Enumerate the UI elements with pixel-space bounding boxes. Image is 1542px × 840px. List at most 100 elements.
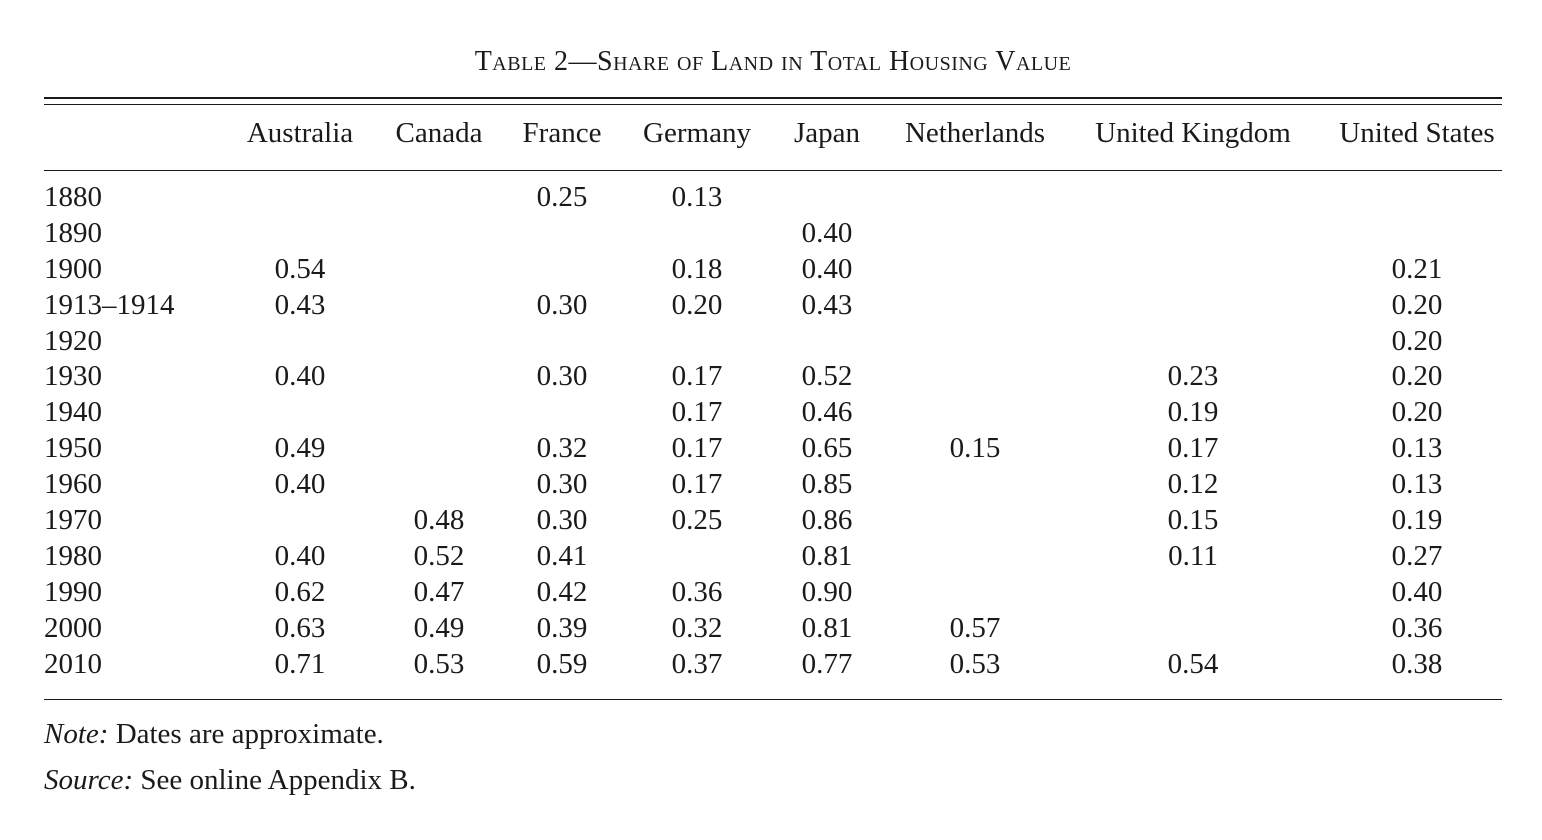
table-cell: 0.86: [801, 504, 853, 537]
table-cell: 0.20: [1391, 396, 1443, 429]
table-cell: 0.52: [413, 539, 465, 572]
table-cell: 0.11: [1168, 539, 1218, 572]
table-cell: 0.52: [801, 360, 853, 393]
table-cell: 0.17: [671, 396, 723, 429]
table-cell: 0.21: [1391, 252, 1443, 285]
row-year: 1940: [44, 396, 102, 429]
table-row: 1920 0.20: [44, 324, 1502, 360]
table-row: 1913–1914 0.43 0.30 0.20 0.43 0.20: [44, 288, 1502, 324]
row-year: 1890: [44, 216, 102, 249]
table-row: 1960 0.40 0.30 0.17 0.85 0.12 0.13: [44, 467, 1502, 503]
column-header: Australia: [246, 117, 354, 149]
bottom-rule: [44, 699, 1502, 700]
column-header: Japan: [793, 117, 861, 149]
column-header: Canada: [395, 117, 483, 149]
table-cell: 0.36: [671, 575, 723, 608]
row-year: 1913–1914: [44, 288, 175, 321]
table-cell: 0.90: [801, 575, 853, 608]
table-cell: 0.39: [536, 611, 588, 644]
table-cell: 0.20: [1391, 324, 1443, 357]
row-year: 1960: [44, 468, 102, 501]
row-year: 1880: [44, 181, 102, 213]
table-row: 1950 0.49 0.32 0.17 0.65 0.15 0.17 0.13: [44, 431, 1502, 467]
table-cell: 0.48: [413, 504, 465, 537]
table-row: 1890 0.40: [44, 216, 1502, 252]
table-cell: 0.71: [274, 647, 326, 680]
table-cell: 0.62: [274, 575, 326, 608]
table-cell: 0.30: [536, 288, 588, 321]
table-cell: 0.40: [274, 468, 326, 501]
table-cell: 0.20: [671, 288, 723, 321]
table-cell: 0.40: [801, 216, 853, 249]
table-cell: 0.20: [1391, 288, 1443, 321]
table-cell: 0.17: [671, 468, 723, 501]
table-cell: 0.54: [1167, 647, 1219, 680]
table-row: 1980 0.40 0.52 0.41 0.81 0.11 0.27: [44, 539, 1502, 575]
table-body: 1880 0.25 0.13 1890 0.40 1900 0.54 0.18 0.40 0.21…: [44, 180, 1502, 682]
table-title: Table 2—Share of Land in Total Housing V…: [474, 46, 1072, 77]
table-cell: 0.19: [1391, 504, 1443, 537]
table-row: 2010 0.71 0.53 0.59 0.37 0.77 0.53 0.54 0.38: [44, 647, 1502, 683]
table-cell: 0.63: [274, 611, 326, 644]
row-year: 2010: [44, 647, 102, 680]
table-row: 1990 0.62 0.47 0.42 0.36 0.90 0.40: [44, 575, 1502, 611]
table-cell: 0.40: [274, 360, 326, 393]
row-year: 1930: [44, 360, 102, 393]
table-cell: 0.43: [801, 288, 853, 321]
table-cell: 0.47: [413, 575, 465, 608]
table-cell: 0.57: [949, 611, 1001, 644]
table-cell: 0.77: [801, 647, 853, 680]
table-cell: 0.30: [536, 504, 588, 537]
table-cell: 0.25: [671, 504, 723, 537]
table-cell: 0.49: [413, 611, 465, 644]
row-year: 1990: [44, 575, 102, 608]
row-year: 2000: [44, 611, 102, 644]
table-row: 1900 0.54 0.18 0.40 0.21: [44, 252, 1502, 288]
table-page: Table 2—Share of Land in Total Housing V…: [44, 0, 1502, 840]
top-rule: [44, 97, 1502, 99]
table-cell: 0.40: [274, 539, 326, 572]
row-year: 1920: [44, 324, 102, 357]
table-cell: 0.15: [1167, 504, 1219, 537]
source-label: Source:: [44, 764, 134, 796]
table-cell: 0.17: [1167, 432, 1219, 465]
table-cell: 0.12: [1167, 468, 1219, 501]
column-header-row: Australia Canada France Germany Japan Ne…: [44, 117, 1502, 157]
table-cell: 0.53: [949, 647, 1001, 680]
note-text: Dates are approximate.: [108, 718, 384, 750]
table-cell: 0.49: [274, 432, 326, 465]
table-cell: 0.43: [274, 288, 326, 321]
table-cell: 0.18: [671, 252, 723, 285]
table-cell: 0.19: [1167, 396, 1219, 429]
table-cell: 0.36: [1391, 611, 1443, 644]
table-cell: 0.37: [671, 647, 723, 680]
table-row: 1930 0.40 0.30 0.17 0.52 0.23 0.20: [44, 359, 1502, 395]
row-year: 1950: [44, 432, 102, 465]
table-cell: 0.54: [274, 252, 326, 285]
source-text: See online Appendix B.: [133, 764, 416, 796]
table-row: 2000 0.63 0.49 0.39 0.32 0.81 0.57 0.36: [44, 611, 1502, 647]
row-year: 1970: [44, 504, 102, 537]
table-row: 1970 0.48 0.30 0.25 0.86 0.15 0.19: [44, 503, 1502, 539]
table-row: 1940 0.17 0.46 0.19 0.20: [44, 395, 1502, 431]
table-source: Source: See online Appendix B.: [44, 764, 416, 797]
table-cell: 0.13: [1391, 468, 1443, 501]
column-header: United States: [1339, 117, 1495, 149]
header-rule: [44, 170, 1502, 171]
table-cell: 0.81: [801, 539, 853, 572]
table-cell: 0.17: [671, 432, 723, 465]
table-row: 1880 0.25 0.13: [44, 180, 1502, 216]
table-cell: 0.59: [536, 647, 588, 680]
table-note: Note: Dates are approximate.: [44, 718, 384, 751]
column-header: Germany: [643, 117, 751, 149]
table-cell: 0.42: [536, 575, 588, 608]
table-cell: 0.32: [671, 611, 723, 644]
table-cell: 0.20: [1391, 360, 1443, 393]
column-header: France: [522, 117, 602, 149]
table-cell: 0.40: [1391, 575, 1443, 608]
column-header: United Kingdom: [1095, 117, 1291, 149]
table-cell: 0.15: [949, 432, 1001, 465]
table-cell: 0.65: [801, 432, 853, 465]
column-header: Netherlands: [904, 117, 1046, 149]
table-cell: 0.25: [536, 181, 588, 213]
